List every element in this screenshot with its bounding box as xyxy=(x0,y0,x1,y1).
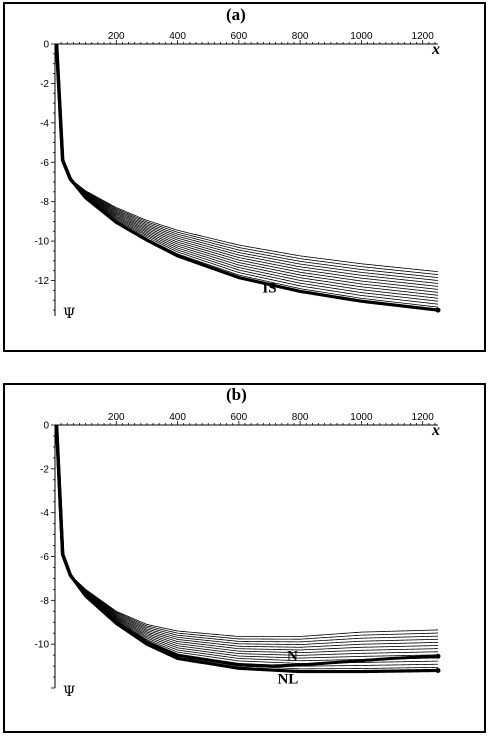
chart-a-x-tick-label: 800 xyxy=(292,31,309,42)
chart-b-series-line xyxy=(56,424,439,643)
chart-a-series-line xyxy=(56,43,439,305)
chart-a-x-tick-label: 1000 xyxy=(350,31,373,42)
chart-a-x-tick-label: 200 xyxy=(108,31,125,42)
chart-b-x-tick-label: 400 xyxy=(169,412,186,423)
chart-b-annotation-nl: NL xyxy=(277,672,298,688)
chart-a-series-line xyxy=(56,43,439,281)
chart-b-y-tick-label: -10 xyxy=(35,640,50,651)
chart-b-x-axis-label: x xyxy=(431,422,440,439)
chart-b-annotation-n: N xyxy=(287,649,298,665)
chart-a-x-tick-label: 600 xyxy=(230,31,247,42)
chart-a-panel-label: (a) xyxy=(226,5,246,24)
chart-b-series-line xyxy=(56,424,439,662)
chart-b-series-line xyxy=(56,424,439,670)
chart-a-series-line xyxy=(56,43,439,273)
chart-b-series-line xyxy=(56,424,439,656)
chart-b-y-tick-label: -4 xyxy=(40,508,49,519)
chart-b-y-tick-label: -2 xyxy=(40,464,49,475)
chart-a-x-tick-label: 1200 xyxy=(412,31,435,42)
chart-a-x-tick-label: 400 xyxy=(169,31,186,42)
chart-a-plot: 200 400 600 800 1000 1200 0 -2 -4 -6 -8 -10 -12 x Ψ IS xyxy=(35,31,441,322)
chart-a-series-line xyxy=(54,43,439,312)
chart-b-x-tick-label: 600 xyxy=(230,412,247,423)
chart-b-x-tick-label: 800 xyxy=(292,412,309,423)
chart-b-series-line xyxy=(56,424,439,654)
chart-b-y-tick-label: -8 xyxy=(40,596,49,607)
chart-a-y-tick-label: -8 xyxy=(40,197,49,208)
chart-b-series-line xyxy=(56,424,439,637)
chart-a-series-line xyxy=(56,43,439,296)
chart-a-series-line xyxy=(56,43,439,308)
chart-b-y-tick-label: 0 xyxy=(43,421,49,432)
chart-a-y-tick-label: -12 xyxy=(35,276,50,287)
chart-a-series-line xyxy=(56,43,439,302)
chart-b-frame xyxy=(3,383,486,733)
chart-b-highlight-end-point xyxy=(435,653,441,659)
chart-a-series-line xyxy=(56,43,439,290)
chart-a-series-line xyxy=(56,43,439,284)
chart-a-y-tick-label: -10 xyxy=(35,237,50,248)
chart-b-plot: 200 400 600 800 1000 1200 0 -2 -4 -6 -8 -10 x Ψ N NL xyxy=(35,412,441,700)
chart-b-series-line xyxy=(56,424,439,640)
chart-b-series-line xyxy=(56,424,439,667)
chart-b-series-line xyxy=(56,424,439,651)
chart-b-y-axis-label: Ψ xyxy=(63,684,75,700)
chart-b-series-line xyxy=(56,424,439,664)
chart-a-y-axis-label: Ψ xyxy=(63,306,75,322)
chart-a-series-line xyxy=(56,43,439,278)
chart-a-series-line xyxy=(56,43,439,287)
chart-a-frame xyxy=(3,2,486,352)
chart-a-series-line xyxy=(56,43,439,299)
chart-a-annotation-is: IS xyxy=(262,280,276,296)
chart-b-panel-label: (b) xyxy=(226,385,247,404)
chart-b-highlight-line xyxy=(55,424,439,668)
chart-a-x-axis-label: x xyxy=(431,41,440,58)
chart-a-series-line xyxy=(56,43,439,293)
chart-b-y-tick-label: -6 xyxy=(40,552,49,563)
chart-b-series-line xyxy=(56,424,439,659)
chart-b-series-line xyxy=(56,424,439,645)
chart-b-x-tick-label: 200 xyxy=(108,412,125,423)
chart-a-series-line xyxy=(56,43,439,276)
chart-b-x-tick-label: 1200 xyxy=(412,412,435,423)
chart-b-series-line xyxy=(56,424,439,648)
chart-b-end-point xyxy=(435,667,441,673)
chart-b-x-tick-label: 1000 xyxy=(350,412,373,423)
chart-a-y-tick-label: 0 xyxy=(43,40,49,51)
chart-a-initial-descent-line xyxy=(54,43,75,184)
chart-a-end-point xyxy=(435,307,441,313)
chart-a-y-tick-label: -4 xyxy=(40,118,49,129)
chart-a-y-tick-label: -6 xyxy=(40,158,49,169)
chart-a-y-tick-label: -2 xyxy=(40,79,49,90)
